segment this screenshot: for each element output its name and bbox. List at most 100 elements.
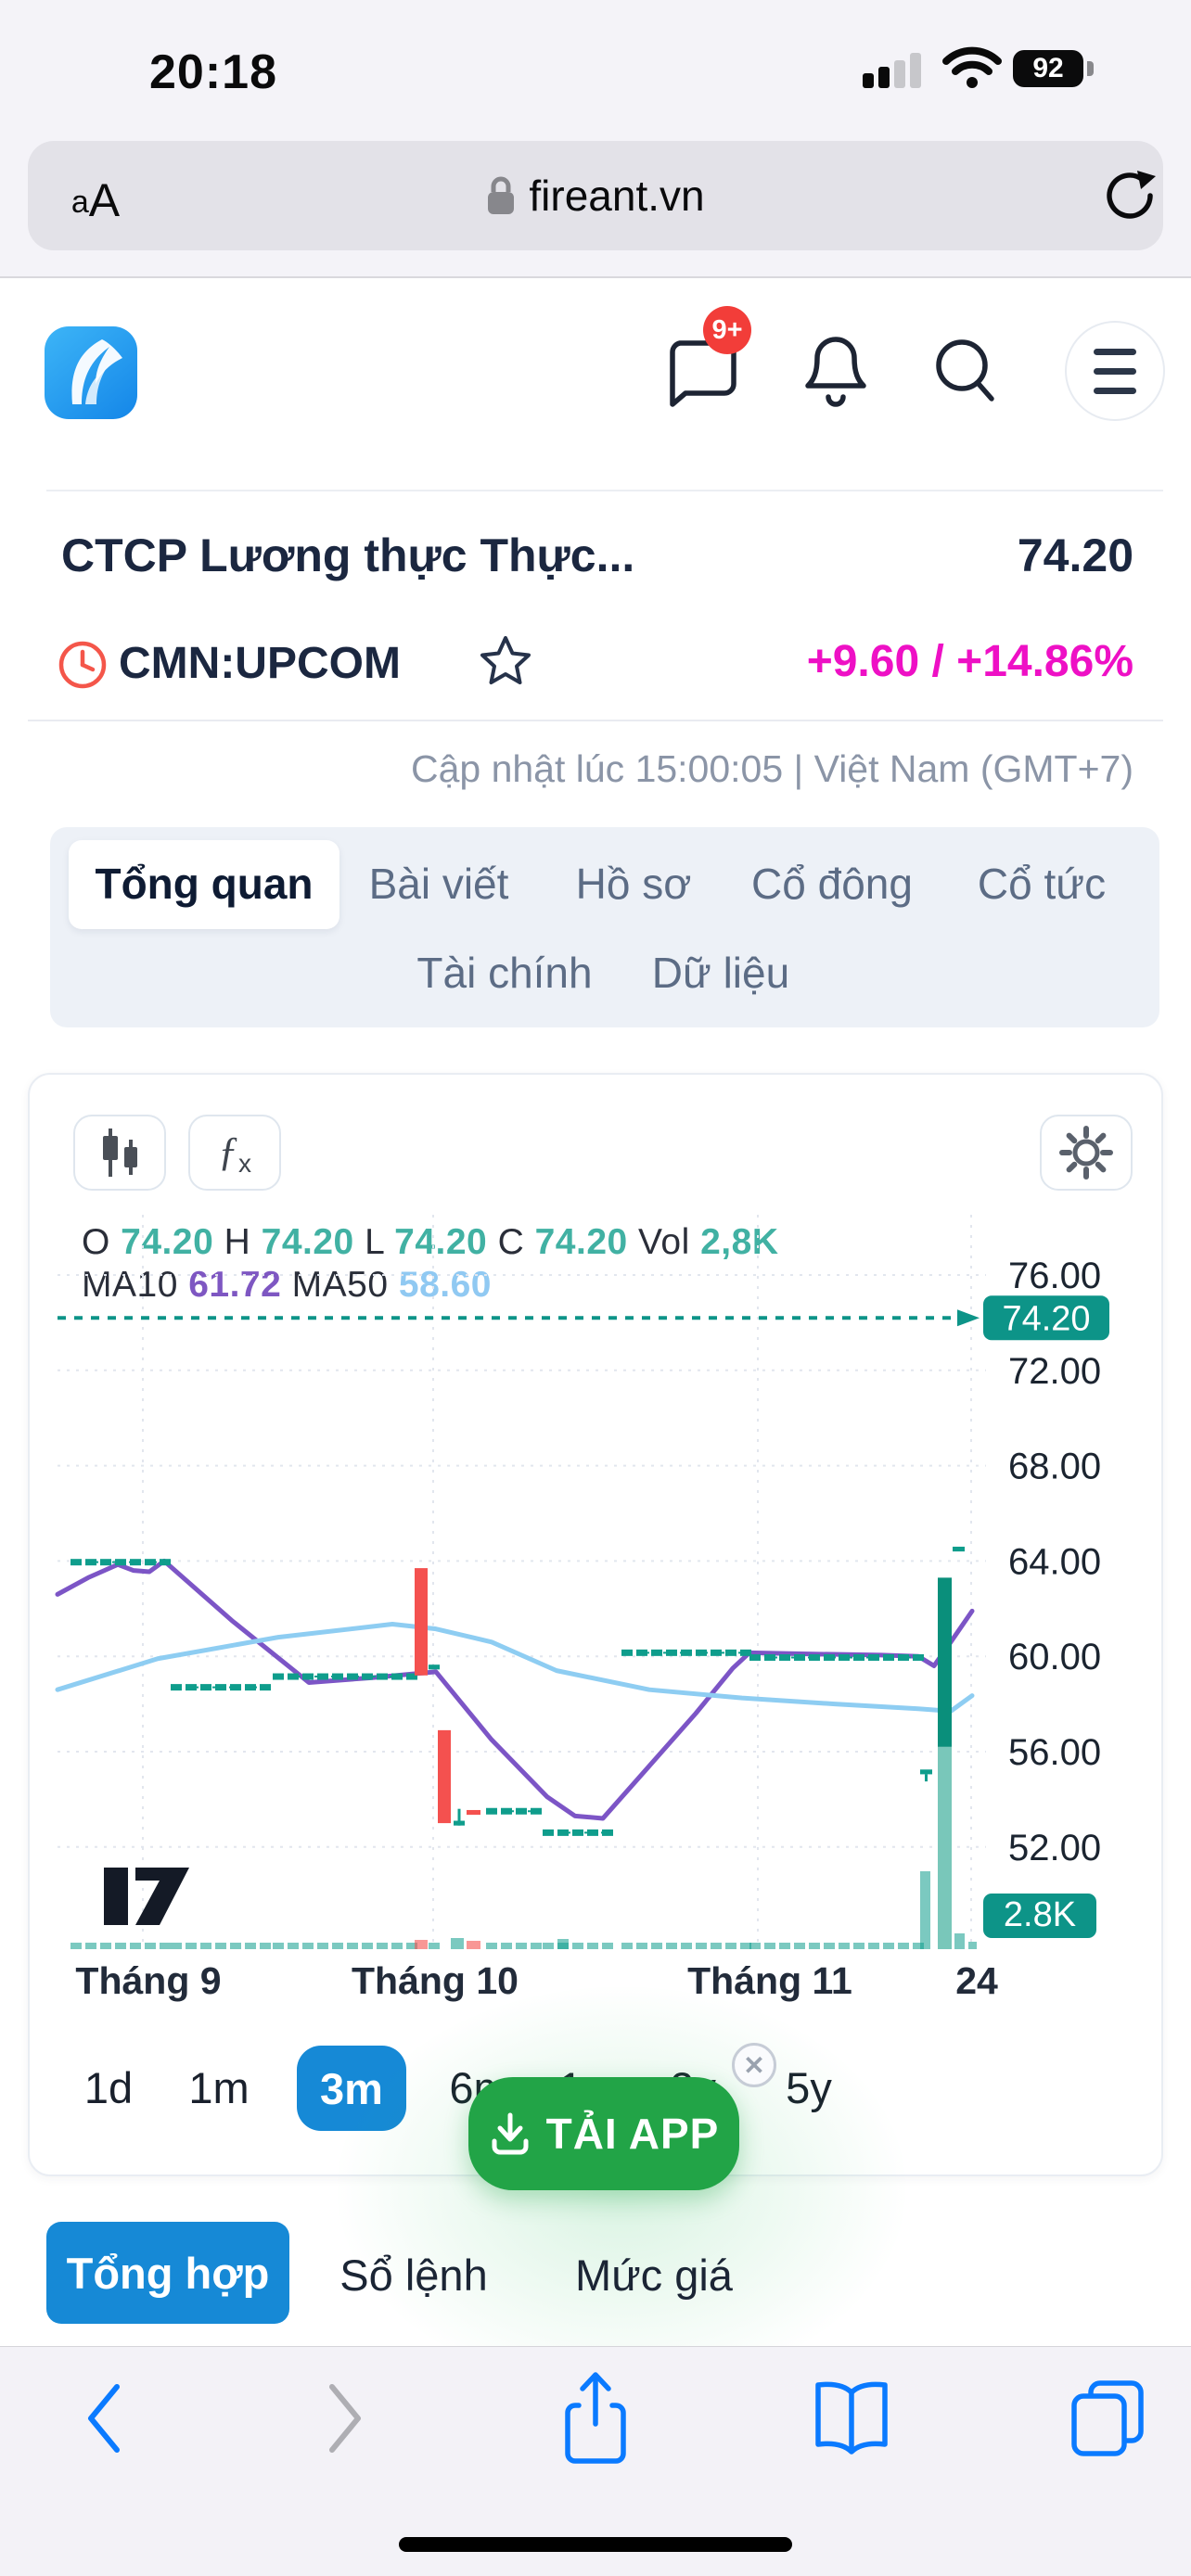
wifi-icon (942, 46, 1002, 88)
tab-tong-quan[interactable]: Tổng quan (95, 860, 314, 908)
volume-bar (531, 1943, 542, 1949)
fireant-logo-glyph (71, 339, 122, 404)
volume-bar (954, 1933, 965, 1949)
tradingview-logo (135, 1868, 189, 1925)
range-1d[interactable]: 1d (83, 2063, 134, 2112)
volume-bar (451, 1938, 464, 1949)
legend-part: 58.60 (398, 1265, 492, 1305)
tab-muc-gia[interactable]: Mức giá (575, 2251, 733, 2300)
current-price-badge-label: 74.20 (1002, 1299, 1090, 1338)
back-button[interactable] (72, 2379, 137, 2457)
url-text: fireant.vn (529, 172, 705, 220)
search-icon (936, 339, 994, 402)
badge-count: 9+ (711, 314, 743, 345)
flat-candle (602, 1829, 613, 1836)
price-chart[interactable]: 76.00 72.00 68.00 64.00 60.00 56.00 52.00 74.20… (28, 1073, 1163, 2176)
flat-candle (868, 1653, 879, 1661)
forward-button[interactable] (312, 2379, 377, 2457)
share-button[interactable] (557, 2370, 634, 2467)
battery-percent: 92 (1032, 53, 1064, 83)
current-price-arrow (957, 1309, 980, 1327)
flat-candle (501, 1807, 512, 1815)
flat-candle (696, 1649, 707, 1656)
volume-bar (681, 1943, 692, 1949)
volume-bar (809, 1943, 820, 1949)
volume-bar (711, 1943, 722, 1949)
candle (920, 1769, 932, 1775)
flat-candle (913, 1653, 924, 1661)
chart-type-button[interactable] (73, 1115, 166, 1191)
tab-tong-hop[interactable]: Tổng hợp (46, 2222, 289, 2324)
download-app-label: TẢI APP (545, 2110, 720, 2158)
legend-part: 74.20 (534, 1222, 628, 1262)
x-axis-label: Tháng 9 (75, 1959, 221, 2002)
volume-bar (100, 1943, 111, 1949)
tab-ho-so[interactable]: Hồ sơ (575, 860, 692, 908)
tab-co-tuc[interactable]: Cổ tức (977, 860, 1107, 908)
legend-part: Vol (627, 1222, 701, 1262)
home-indicator[interactable] (399, 2537, 792, 2552)
menu-line (1094, 367, 1136, 375)
menu-button[interactable] (1065, 321, 1165, 421)
volume-bar (740, 1943, 751, 1949)
flat-candle (85, 1559, 96, 1566)
x-axis-label: 24 (955, 1959, 998, 2002)
legend-part: C (487, 1222, 535, 1262)
tab-du-lieu[interactable]: Dữ liệu (651, 949, 790, 997)
fireant-logo[interactable] (45, 326, 137, 419)
flat-candle (636, 1649, 647, 1656)
stock-change: +9.60 / +14.86% (806, 637, 1133, 686)
legend-part: MA10 (82, 1265, 189, 1305)
bookmarks-button[interactable] (809, 2379, 894, 2457)
menu-line (1094, 387, 1136, 394)
download-app-button[interactable]: TẢI APP (468, 2077, 739, 2190)
volume-bar (557, 1939, 569, 1949)
tab-bai-viet[interactable]: Bài viết (368, 860, 509, 908)
volume-bar (115, 1943, 126, 1949)
range-5y[interactable]: 5y (786, 2063, 832, 2112)
flat-candle (186, 1684, 197, 1691)
reload-button[interactable] (1102, 167, 1158, 224)
candle (467, 1809, 480, 1816)
volume-bar (725, 1943, 736, 1949)
volume-bar (160, 1943, 171, 1949)
url-display[interactable]: fireant.vn (0, 165, 1191, 226)
tabs-button[interactable] (1065, 2376, 1150, 2459)
flat-candle (794, 1653, 805, 1661)
flat-candle (883, 1653, 894, 1661)
volume-bar (868, 1943, 879, 1949)
chrome-divider (0, 276, 1191, 278)
legend-part: L (353, 1222, 395, 1262)
legend-part: 2,8K (700, 1222, 779, 1262)
chart-legend-ma: MA10 61.72 MA50 58.60 (82, 1265, 492, 1306)
tab-tai-chinh[interactable]: Tài chính (416, 949, 593, 997)
y-axis-label: 52.00 (1008, 1828, 1101, 1868)
status-time: 20:18 (149, 45, 277, 99)
stock-symbol: CMN:UPCOM (119, 639, 401, 688)
range-3m-selected[interactable]: 3m (297, 2046, 406, 2131)
volume-bar (200, 1943, 211, 1949)
volume-bar (145, 1943, 156, 1949)
address-bar[interactable] (28, 141, 1163, 250)
flat-candle (200, 1684, 211, 1691)
alerts-button[interactable] (794, 329, 877, 413)
close-cta-button[interactable]: ✕ (732, 2043, 776, 2087)
indicators-button[interactable]: ƒx (188, 1115, 281, 1191)
favorite-star-button[interactable] (477, 632, 534, 690)
flat-candle (171, 1684, 182, 1691)
range-1m[interactable]: 1m (188, 2063, 250, 2112)
tab-co-dong[interactable]: Cổ đông (751, 860, 913, 908)
volume-bar (332, 1943, 343, 1949)
y-axis-label: 68.00 (1008, 1447, 1101, 1487)
volume-bar (70, 1943, 82, 1949)
volume-bar (391, 1943, 403, 1949)
volume-bar (543, 1943, 554, 1949)
volume-bar (302, 1943, 314, 1949)
chart-settings-button[interactable] (1040, 1115, 1133, 1191)
search-button[interactable] (924, 329, 1007, 413)
tab-so-lenh[interactable]: Sổ lệnh (339, 2251, 488, 2300)
flat-candle (245, 1684, 256, 1691)
flat-candle (557, 1829, 569, 1836)
volume-bar (749, 1943, 761, 1949)
